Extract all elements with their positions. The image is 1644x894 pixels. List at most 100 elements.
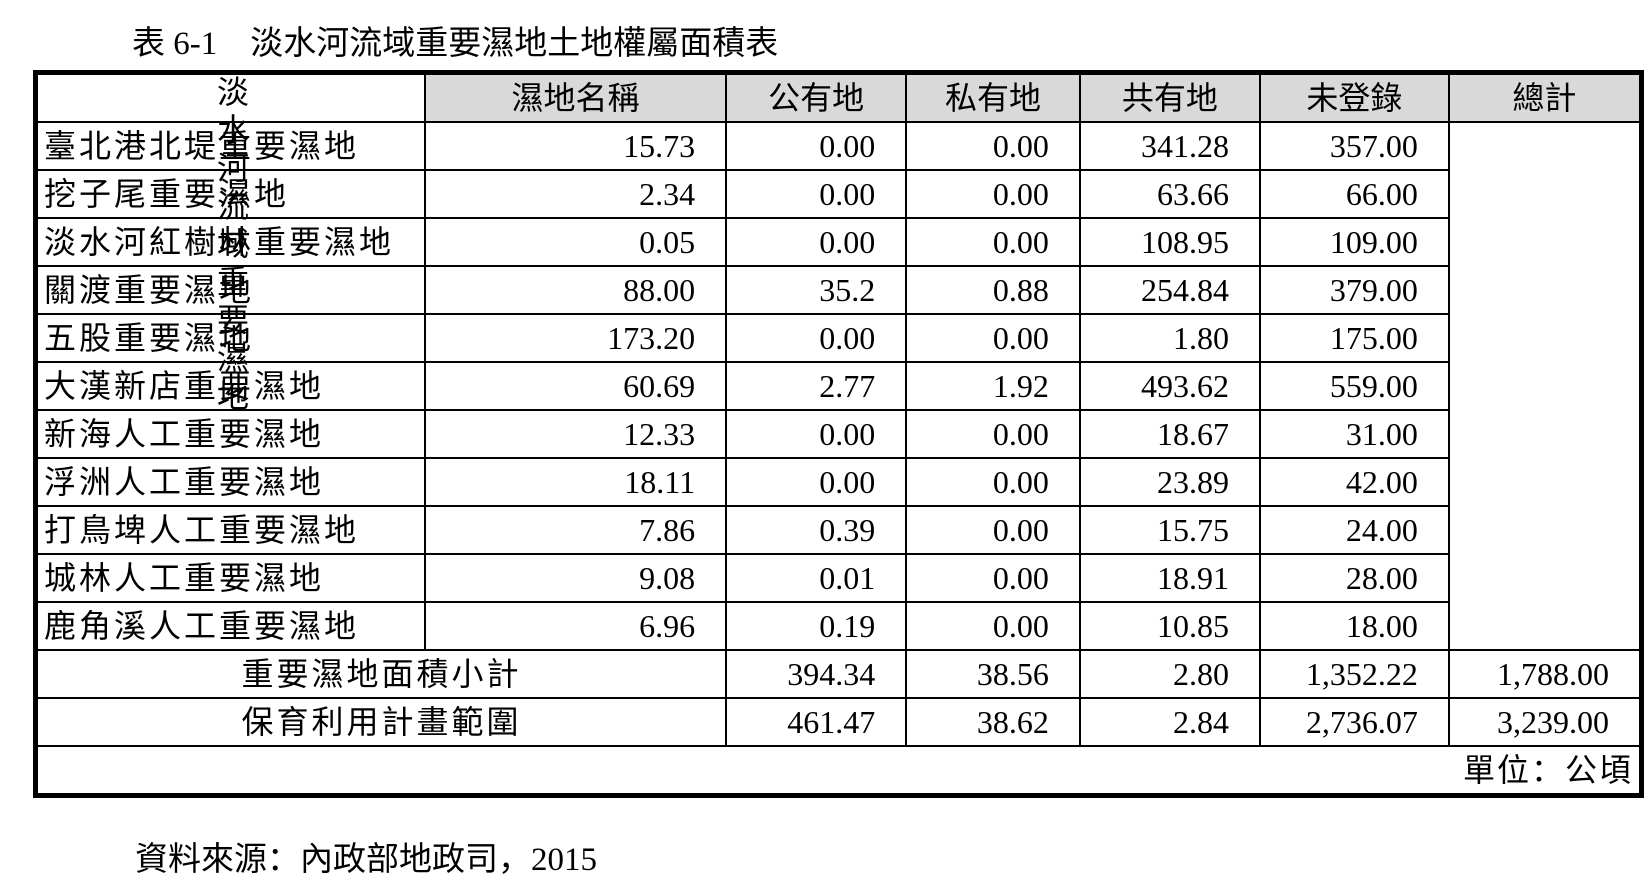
cell-public: 18.11 bbox=[424, 457, 728, 507]
header-shared: 共有地 bbox=[1078, 71, 1261, 123]
table-row: 淡水河紅樹林重要濕地 0.05 0.00 0.00 108.95 109.00 bbox=[34, 217, 1642, 267]
table-row: 打鳥埤人工重要濕地 7.86 0.39 0.00 15.75 24.00 bbox=[34, 505, 1642, 555]
cell-private: 0.01 bbox=[725, 553, 908, 603]
cell-public: 2.34 bbox=[424, 169, 728, 219]
source-note: 資料來源：內政部地政司，2015 bbox=[135, 842, 597, 878]
cell-shared: 2.80 bbox=[1078, 649, 1261, 699]
cell-name: 大漢新店重要濕地 bbox=[34, 361, 427, 411]
table-row: 城林人工重要濕地 9.08 0.01 0.00 18.91 28.00 bbox=[34, 553, 1642, 603]
cell-public: 0.05 bbox=[424, 217, 728, 267]
header-name: 濕地名稱 bbox=[424, 71, 728, 123]
cell-public: 9.08 bbox=[424, 553, 728, 603]
cell-private: 0.00 bbox=[725, 169, 908, 219]
cell-total: 31.00 bbox=[1258, 409, 1450, 459]
cell-name: 新海人工重要濕地 bbox=[34, 409, 427, 459]
cell-total: 357.00 bbox=[1258, 121, 1450, 171]
cell-name: 城林人工重要濕地 bbox=[34, 553, 427, 603]
cell-unregistered: 2,736.07 bbox=[1258, 697, 1450, 747]
cell-unregistered: 341.28 bbox=[1078, 121, 1261, 171]
cell-unregistered: 1,352.22 bbox=[1258, 649, 1450, 699]
cell-total: 18.00 bbox=[1258, 601, 1450, 651]
table-row: 臺北港北堤重要濕地 15.73 0.00 0.00 341.28 357.00 bbox=[34, 121, 1642, 171]
cell-public: 394.34 bbox=[725, 649, 908, 699]
cell-total: 559.00 bbox=[1258, 361, 1450, 411]
header-public: 公有地 bbox=[725, 71, 908, 123]
cell-private: 0.00 bbox=[725, 121, 908, 171]
cell-private: 38.56 bbox=[905, 649, 1081, 699]
cell-name: 保育利用計畫範圍 bbox=[34, 697, 728, 747]
cell-shared: 0.88 bbox=[905, 265, 1081, 315]
cell-name: 五股重要濕地 bbox=[34, 313, 427, 363]
cell-name: 鹿角溪人工重要濕地 bbox=[34, 601, 427, 651]
cell-name: 浮洲人工重要濕地 bbox=[34, 457, 427, 507]
land-ownership-table: 淡水河流域重要濕地 濕地名稱 公有地 私有地 共有地 未登錄 總計 臺北港北堤重… bbox=[33, 70, 1644, 798]
cell-total: 42.00 bbox=[1258, 457, 1450, 507]
header-unregistered: 未登錄 bbox=[1258, 71, 1450, 123]
cell-unregistered: 254.84 bbox=[1078, 265, 1261, 315]
cell-shared: 2.84 bbox=[1078, 697, 1261, 747]
header-private: 私有地 bbox=[905, 71, 1081, 123]
cell-unregistered: 493.62 bbox=[1078, 361, 1261, 411]
cell-total: 175.00 bbox=[1258, 313, 1450, 363]
unit-label: 單位：公頃 bbox=[34, 745, 1643, 797]
table-title: 表 6-1 淡水河流域重要濕地土地權屬面積表 bbox=[132, 26, 779, 62]
cell-total: 66.00 bbox=[1258, 169, 1450, 219]
cell-name: 挖子尾重要濕地 bbox=[34, 169, 427, 219]
cell-unregistered: 63.66 bbox=[1078, 169, 1261, 219]
cell-shared: 0.00 bbox=[905, 457, 1081, 507]
cell-unregistered: 10.85 bbox=[1078, 601, 1261, 651]
cell-public: 12.33 bbox=[424, 409, 728, 459]
cell-shared: 0.00 bbox=[905, 313, 1081, 363]
cell-shared: 0.00 bbox=[905, 217, 1081, 267]
table-row: 挖子尾重要濕地 2.34 0.00 0.00 63.66 66.00 bbox=[34, 169, 1642, 219]
cell-shared: 0.00 bbox=[905, 121, 1081, 171]
table-row: 五股重要濕地 173.20 0.00 0.00 1.80 175.00 bbox=[34, 313, 1642, 363]
cell-shared: 0.00 bbox=[905, 505, 1081, 555]
cell-total: 1,788.00 bbox=[1447, 649, 1643, 699]
cell-shared: 0.00 bbox=[905, 553, 1081, 603]
cell-public: 88.00 bbox=[424, 265, 728, 315]
table-row: 大漢新店重要濕地 60.69 2.77 1.92 493.62 559.00 bbox=[34, 361, 1642, 411]
cell-private: 38.62 bbox=[905, 697, 1081, 747]
cell-public: 461.47 bbox=[725, 697, 908, 747]
cell-unregistered: 18.67 bbox=[1078, 409, 1261, 459]
cell-shared: 0.00 bbox=[905, 169, 1081, 219]
cell-private: 0.39 bbox=[725, 505, 908, 555]
cell-public: 15.73 bbox=[424, 121, 728, 171]
cell-unregistered: 18.91 bbox=[1078, 553, 1261, 603]
cell-private: 0.00 bbox=[725, 457, 908, 507]
table-row: 浮洲人工重要濕地 18.11 0.00 0.00 23.89 42.00 bbox=[34, 457, 1642, 507]
cell-public: 6.96 bbox=[424, 601, 728, 651]
unit-row: 單位：公頃 bbox=[34, 745, 1643, 797]
cell-shared: 0.00 bbox=[905, 601, 1081, 651]
cell-total: 28.00 bbox=[1258, 553, 1450, 603]
table-row: 鹿角溪人工重要濕地 6.96 0.19 0.00 10.85 18.00 bbox=[34, 601, 1642, 651]
summary-row: 重要濕地面積小計 394.34 38.56 2.80 1,352.22 1,788.00 bbox=[34, 649, 1643, 699]
cell-name: 重要濕地面積小計 bbox=[34, 649, 728, 699]
cell-name: 打鳥埤人工重要濕地 bbox=[34, 505, 427, 555]
cell-private: 35.2 bbox=[725, 265, 908, 315]
cell-name: 臺北港北堤重要濕地 bbox=[34, 121, 427, 171]
cell-private: 0.00 bbox=[725, 217, 908, 267]
cell-total: 109.00 bbox=[1258, 217, 1450, 267]
summary-row: 保育利用計畫範圍 461.47 38.62 2.84 2,736.07 3,239.00 bbox=[34, 697, 1643, 747]
cell-unregistered: 108.95 bbox=[1078, 217, 1261, 267]
cell-total: 3,239.00 bbox=[1447, 697, 1643, 747]
cell-private: 0.00 bbox=[725, 409, 908, 459]
group-label: 淡水河流域重要濕地 bbox=[34, 71, 427, 417]
cell-name: 淡水河紅樹林重要濕地 bbox=[34, 217, 427, 267]
header-row: 淡水河流域重要濕地 濕地名稱 公有地 私有地 共有地 未登錄 總計 bbox=[34, 71, 1643, 417]
cell-public: 7.86 bbox=[424, 505, 728, 555]
cell-name: 關渡重要濕地 bbox=[34, 265, 427, 315]
cell-unregistered: 23.89 bbox=[1078, 457, 1261, 507]
cell-unregistered: 1.80 bbox=[1078, 313, 1261, 363]
cell-private: 2.77 bbox=[725, 361, 908, 411]
cell-unregistered: 15.75 bbox=[1078, 505, 1261, 555]
cell-public: 173.20 bbox=[424, 313, 728, 363]
cell-private: 0.00 bbox=[725, 313, 908, 363]
cell-shared: 1.92 bbox=[905, 361, 1081, 411]
cell-total: 24.00 bbox=[1258, 505, 1450, 555]
header-total: 總計 bbox=[1447, 71, 1643, 123]
table-row: 新海人工重要濕地 12.33 0.00 0.00 18.67 31.00 bbox=[34, 409, 1642, 459]
cell-shared: 0.00 bbox=[905, 409, 1081, 459]
